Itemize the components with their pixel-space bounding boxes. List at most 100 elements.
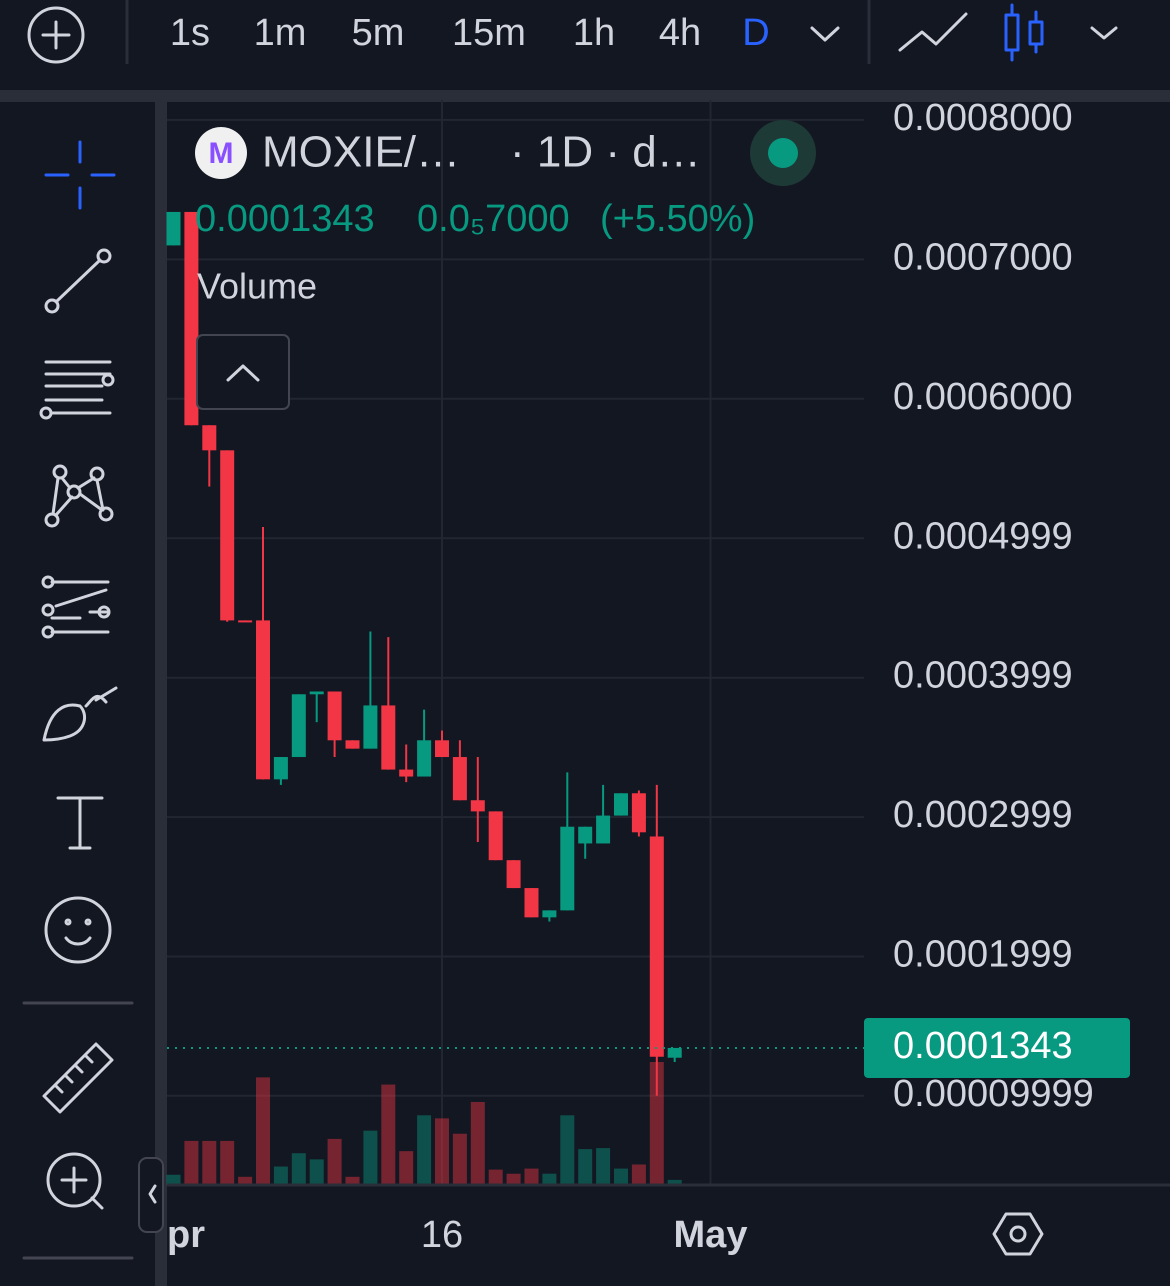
volume-label: Volume <box>197 266 317 307</box>
interval-button[interactable]: 1s <box>170 12 210 54</box>
logo-letter: M <box>209 137 234 170</box>
volume-bar <box>166 1174 181 1185</box>
volume-bar <box>542 1173 557 1185</box>
candle-body <box>345 740 360 749</box>
volume-bar <box>649 1062 664 1185</box>
line-chart-button[interactable] <box>898 12 968 52</box>
x-tick-label: 16 <box>421 1214 463 1256</box>
symbol-logo <box>195 127 247 179</box>
candle-body <box>381 705 396 770</box>
y-tick-label: 0.0008000 <box>893 97 1073 139</box>
candle-body <box>256 620 270 780</box>
volume-bar <box>220 1140 235 1185</box>
volume-bar <box>345 1176 360 1185</box>
candle-body <box>452 757 467 801</box>
collapse-arrow <box>148 1184 157 1204</box>
ruler-tool[interactable] <box>42 1042 114 1114</box>
volume-bar <box>506 1173 521 1185</box>
candle-body <box>273 757 288 780</box>
interval-dropdown[interactable] <box>810 26 840 42</box>
volume-bar <box>596 1148 611 1185</box>
fib-tool[interactable] <box>39 360 115 420</box>
y-tick-label: 0.0004999 <box>893 515 1073 557</box>
interval: · 1D · d… <box>510 128 701 177</box>
legend-price: 0.0001343 <box>195 198 375 240</box>
volume-bar <box>291 1153 306 1185</box>
candle-body <box>578 826 593 844</box>
y-tick-label: 0.0003999 <box>893 655 1073 697</box>
candle-body <box>542 910 557 918</box>
status-dot <box>768 138 798 168</box>
symbol[interactable]: MOXIE/… <box>262 128 460 177</box>
candle-button[interactable] <box>1004 3 1044 62</box>
candle-body <box>238 620 253 623</box>
y-tick-label: 0.0007000 <box>893 236 1073 278</box>
interval-button[interactable]: 1h <box>573 12 615 54</box>
candle-body <box>560 826 575 911</box>
candle-body <box>166 211 181 246</box>
volume-bar <box>238 1176 253 1185</box>
volume-bar <box>578 1149 593 1185</box>
volume-bar <box>452 1133 467 1185</box>
volume-bar <box>309 1159 324 1185</box>
chevron-up <box>226 364 260 382</box>
y-tick-label: 0.0006000 <box>893 376 1073 418</box>
volume-bar <box>381 1084 396 1185</box>
text-tool[interactable] <box>56 796 104 850</box>
brush-tool[interactable] <box>42 686 118 742</box>
candle-body <box>667 1047 682 1058</box>
y-tick-label: 0.0001999 <box>893 934 1073 976</box>
interval-button[interactable]: 4h <box>659 12 701 54</box>
volume-bar <box>202 1140 217 1185</box>
volume-bar <box>631 1164 646 1185</box>
emoji-tool[interactable] <box>44 896 112 964</box>
crosshair-tool[interactable] <box>44 140 116 210</box>
candle-body <box>631 793 646 833</box>
pattern-tool[interactable] <box>44 464 114 528</box>
zoom-tool[interactable] <box>46 1152 104 1210</box>
projection-tool[interactable] <box>41 575 111 639</box>
last-price-label: 0.0001343 <box>893 1025 1073 1067</box>
collapse-legend[interactable] <box>196 334 290 410</box>
trendline-tool[interactable] <box>44 248 112 314</box>
candle-body <box>363 705 378 749</box>
candle-body <box>488 811 503 861</box>
candle-body <box>435 740 449 758</box>
interval-button[interactable]: 5m <box>352 12 405 54</box>
interval-button[interactable]: 15m <box>452 12 526 54</box>
volume-bar <box>614 1168 628 1185</box>
settings-button[interactable] <box>992 1212 1044 1256</box>
legend-change: 0.0₅7000 <box>417 198 570 240</box>
candle-body <box>327 691 342 741</box>
candle-body <box>309 691 324 695</box>
x-tick-label: May <box>674 1214 748 1256</box>
add-button[interactable] <box>27 6 85 64</box>
candle-body <box>202 425 217 451</box>
plot <box>166 100 864 1185</box>
chart-type-dropdown[interactable] <box>1090 26 1118 40</box>
drawing-tools <box>22 140 134 1260</box>
candle-body <box>524 888 539 918</box>
candle-body <box>506 860 521 889</box>
volume-bar <box>399 1151 414 1185</box>
volume-bar <box>524 1168 539 1185</box>
x-tick-label: pr <box>167 1214 205 1256</box>
candle-body <box>470 800 485 812</box>
volume-bar <box>327 1138 342 1185</box>
candle-body <box>399 769 414 777</box>
candle-body <box>614 793 628 816</box>
volume-bar <box>560 1115 575 1185</box>
volume-bar <box>273 1166 288 1185</box>
candle-body <box>596 815 611 844</box>
volume-bar <box>184 1140 199 1185</box>
interval-button[interactable]: D <box>742 12 769 54</box>
interval-button[interactable]: 1m <box>254 12 307 54</box>
y-tick-label: 0.0002999 <box>893 794 1073 836</box>
volume-bar <box>470 1101 485 1185</box>
legend-change-pct: (+5.50%) <box>600 198 755 240</box>
volume-bar <box>256 1077 270 1185</box>
separator <box>0 90 1170 102</box>
candle-body <box>184 211 199 426</box>
